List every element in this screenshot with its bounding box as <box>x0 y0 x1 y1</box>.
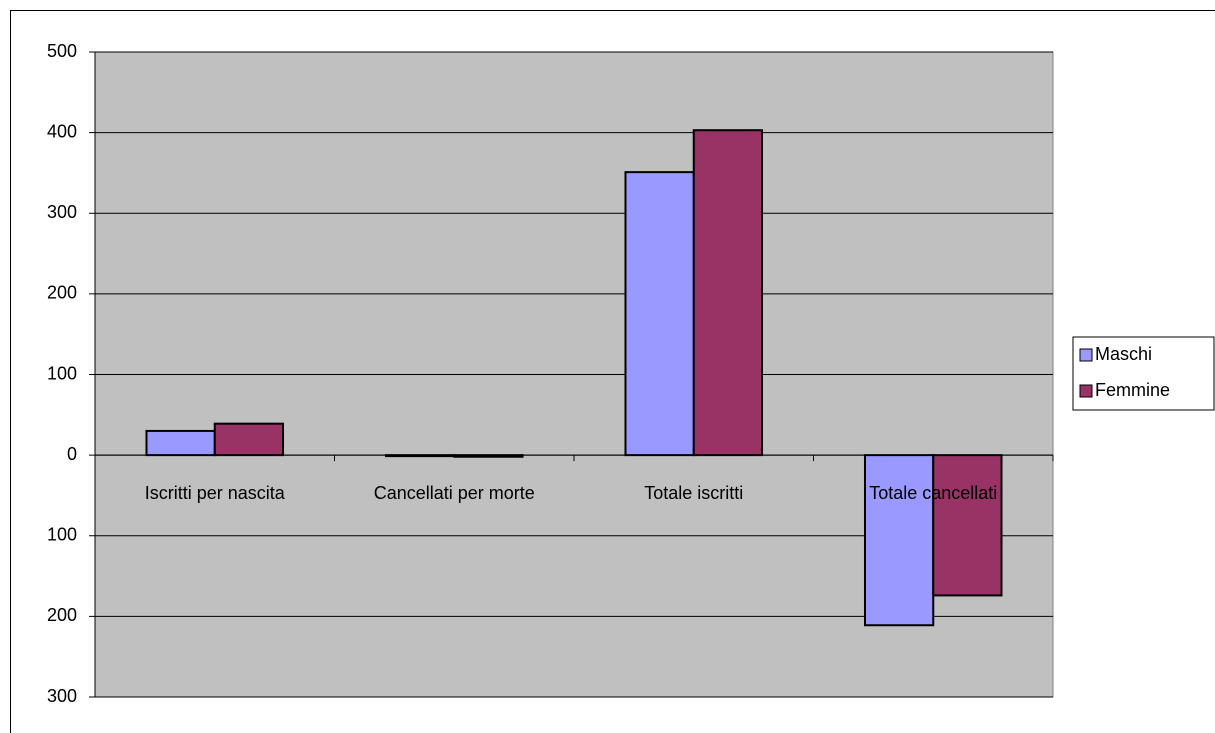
legend-swatch <box>1079 384 1093 398</box>
bar <box>145 429 216 457</box>
y-tick-label: 100 <box>47 525 77 545</box>
y-tick-label: 500 <box>47 41 77 61</box>
y-tick-label: 100 <box>47 363 77 383</box>
y-tick-label: 300 <box>47 202 77 222</box>
y-tick-label: 400 <box>47 121 77 141</box>
legend-swatch <box>1079 348 1093 362</box>
x-tick-label: Totale iscritti <box>644 483 743 503</box>
y-tick-label: 200 <box>47 283 77 303</box>
bar <box>213 422 285 457</box>
bar <box>932 454 1003 597</box>
y-tick-label: 0 <box>67 444 77 464</box>
bar <box>692 129 764 457</box>
legend-label: Femmine <box>1095 380 1170 400</box>
bar <box>863 454 935 627</box>
x-tick-label: Totale cancellati <box>869 483 997 503</box>
y-tick-label: 300 <box>47 686 77 706</box>
legend-label: Maschi <box>1095 344 1152 364</box>
legend <box>1072 336 1215 411</box>
x-tick-label: Cancellati per morte <box>374 483 535 503</box>
x-tick-label: Iscritti per nascita <box>145 483 286 503</box>
y-tick-label: 200 <box>47 605 77 625</box>
bar <box>624 171 695 457</box>
